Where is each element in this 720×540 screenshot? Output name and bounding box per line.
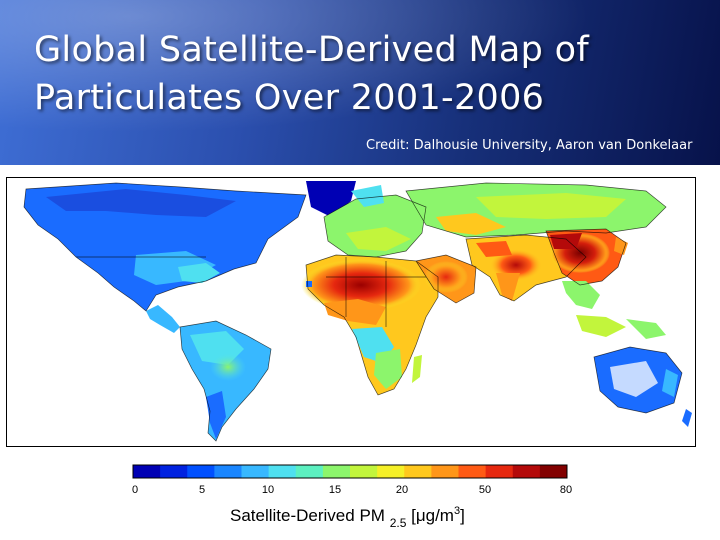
south-america [180, 321, 271, 441]
colorbar-swatch [377, 465, 405, 478]
colorbar-swatch [241, 465, 270, 478]
colorbar-tick-label: 50 [479, 484, 491, 496]
colorbar-swatches [133, 465, 568, 478]
greenland [306, 181, 356, 217]
colorbar-outline [132, 464, 568, 479]
colorbar-swatch [485, 465, 514, 478]
colorbar-ticks: 0 5 10 15 20 50 80 [132, 484, 572, 496]
caption-unit-superscript: 3 [453, 505, 461, 517]
africa [301, 255, 438, 395]
colorbar-tick-label: 20 [396, 484, 408, 496]
central-america [146, 305, 180, 333]
colorbar-tick-label: 80 [560, 484, 572, 496]
southeast-asia [562, 281, 666, 339]
europe [324, 185, 426, 257]
new-zealand [682, 409, 692, 427]
australia [594, 347, 682, 413]
colorbar-swatch [431, 465, 459, 478]
middle-east [416, 255, 476, 303]
north-america [24, 183, 306, 311]
slide-header [0, 0, 720, 165]
colorbar-swatch [214, 465, 242, 478]
colorbar-swatch [350, 465, 378, 478]
colorbar-swatch [458, 465, 487, 478]
world-pm25-map [6, 177, 696, 447]
title-line-1: Global Satellite-Derived Map of [34, 30, 589, 70]
island-dot [306, 281, 312, 287]
country-borders [23, 182, 683, 442]
colorbar-swatch [512, 465, 541, 478]
header-shine [0, 0, 720, 165]
colorbar: 0 5 10 15 20 50 80 [132, 464, 572, 496]
north-asia [406, 183, 666, 237]
caption-subscript: 2.5 [389, 516, 407, 530]
caption-unit-post: ] [460, 506, 465, 525]
colorbar-swatch [160, 465, 188, 478]
colorbar-swatch [268, 465, 297, 478]
colorbar-tick-label: 10 [262, 484, 274, 496]
colorbar-swatch [404, 465, 432, 478]
slide-title: Global Satellite-Derived Map of Particul… [34, 26, 694, 122]
colorbar-tick-label: 15 [329, 484, 341, 496]
colorbar-swatch [187, 465, 215, 478]
colorbar-tick-label: 0 [132, 484, 138, 496]
colorbar-swatch [133, 465, 161, 478]
colorbar-tick-label: 5 [199, 484, 205, 496]
colorbar-caption: Satellite-Derived PM 2.5 [μg/m3] [230, 505, 465, 530]
title-line-2: Particulates Over 2001-2006 [34, 78, 545, 118]
caption-main: Satellite-Derived PM [230, 506, 385, 525]
colorbar-swatch [539, 465, 568, 478]
credit-text: Credit: Dalhousie University, Aaron van … [366, 138, 693, 153]
caption-unit-pre: [μg/m [411, 506, 454, 525]
colorbar-swatch [322, 465, 351, 478]
colorbar-swatch [295, 465, 324, 478]
